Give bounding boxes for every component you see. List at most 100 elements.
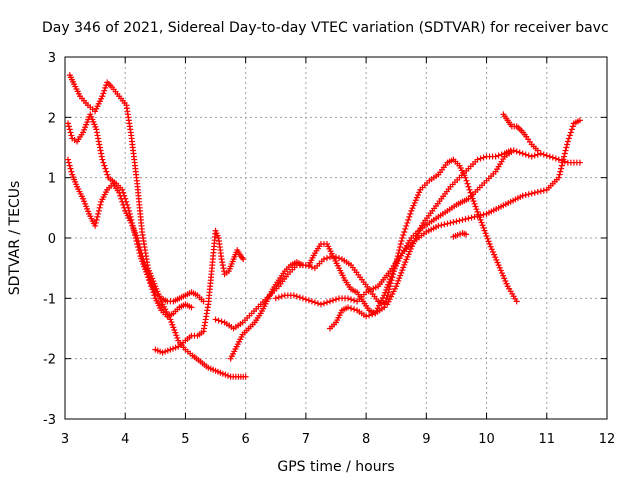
data-point [502,277,509,284]
data-point [406,213,413,220]
data-point [540,187,547,194]
data-point [398,269,405,276]
data-point [394,280,401,287]
data-point [473,206,480,213]
data-point [351,297,358,304]
data-point [495,152,502,159]
x-axis-label: GPS time / hours [277,459,394,475]
data-point [382,289,389,296]
data-point [136,244,143,251]
data-point [416,189,423,196]
data-point [459,216,466,223]
data-point [397,272,404,279]
data-point [137,247,144,254]
data-point [557,168,564,175]
data-point [500,272,507,279]
data-point [522,192,529,199]
data-point [168,319,175,326]
data-point [169,345,176,352]
data-point [320,256,327,263]
data-point [444,220,451,227]
y-tick-labels: 3 2 1 0 -1 -2 -3 [43,51,56,428]
data-point [93,126,100,133]
x-tick-label: 4 [121,432,129,447]
data-point [393,283,400,290]
data-point [555,174,562,181]
data-point [486,241,493,248]
x-tick-label: 10 [478,432,495,447]
y-axis-label: SDTVAR / TECUs [7,181,23,296]
data-point [546,153,553,160]
data-point [522,151,529,158]
data-point [97,147,104,154]
data-point [528,190,535,197]
x-tick-label: 6 [242,432,250,447]
data-series-7 [272,117,583,308]
data-series-8 [326,147,583,332]
data-point [453,218,460,225]
data-point [465,183,472,190]
data-point [478,219,485,226]
data-point [543,152,550,159]
data-point [275,294,282,301]
data-point [561,158,568,165]
data-point [212,316,219,323]
data-point [397,241,404,248]
x-tick-label: 3 [61,432,69,447]
data-point [65,120,72,127]
data-point [402,259,409,266]
data-point [480,211,487,218]
data-point [396,244,403,251]
data-point [326,254,333,261]
data-point [95,207,102,214]
data-point [220,265,227,272]
data-point [68,168,75,175]
data-point [497,267,504,274]
y-tick-label: 0 [48,232,56,247]
data-point [565,135,572,142]
data-point [219,262,226,269]
data-point [525,191,532,198]
data-point [558,165,565,172]
data-point [169,321,176,328]
data-point [93,216,100,223]
x-tick-label: 5 [181,432,189,447]
data-point [119,186,126,193]
data-point [558,157,565,164]
data-point [103,168,110,175]
data-series-4 [152,227,247,356]
data-point [151,292,158,299]
data-point [563,144,570,151]
x-tick-label: 7 [302,432,310,447]
data-point [296,294,303,301]
data-point [528,153,535,160]
data-point [134,235,141,241]
data-point [345,304,352,311]
data-point [531,189,538,196]
data-point [409,205,416,212]
data-point [293,293,300,300]
data-point [405,251,412,258]
data-point [519,150,526,157]
data-point [222,371,229,378]
data-point [92,222,99,229]
data-point [170,324,177,331]
data-point [146,277,153,284]
data-point [149,286,156,293]
data-point [135,241,142,248]
data-point [474,213,481,220]
data-point [348,296,355,303]
data-point [447,219,454,226]
data-point [95,135,102,142]
data-series-3 [65,156,195,320]
data-point [404,219,411,226]
data-point [99,93,106,100]
data-point [308,298,315,305]
data-point [94,213,101,220]
data-point [172,344,179,351]
data-point [119,198,126,205]
data-point [272,295,279,302]
data-point [98,153,105,160]
data-point [100,159,107,166]
data-point [139,253,146,260]
